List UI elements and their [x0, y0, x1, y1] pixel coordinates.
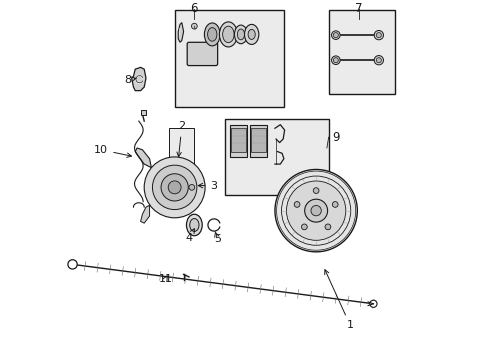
- Circle shape: [68, 260, 77, 269]
- Text: 10: 10: [94, 145, 131, 157]
- Circle shape: [286, 181, 345, 240]
- Circle shape: [301, 224, 306, 230]
- Circle shape: [294, 202, 299, 207]
- Circle shape: [274, 170, 357, 252]
- Polygon shape: [131, 67, 146, 91]
- Bar: [249, 125, 266, 157]
- Text: 11: 11: [159, 274, 172, 284]
- Circle shape: [310, 206, 321, 216]
- Circle shape: [333, 58, 338, 63]
- Ellipse shape: [189, 219, 199, 231]
- Ellipse shape: [244, 24, 258, 44]
- Text: 2: 2: [177, 121, 185, 157]
- Bar: [174, 10, 284, 107]
- Text: 8: 8: [124, 75, 136, 85]
- Text: 3: 3: [198, 181, 217, 190]
- Ellipse shape: [222, 26, 234, 42]
- Circle shape: [325, 224, 330, 230]
- Circle shape: [161, 174, 188, 201]
- Circle shape: [332, 202, 337, 207]
- Polygon shape: [141, 205, 149, 223]
- Ellipse shape: [237, 29, 244, 40]
- Polygon shape: [135, 148, 151, 168]
- Text: 1: 1: [324, 270, 353, 330]
- Text: 7: 7: [355, 3, 362, 15]
- FancyBboxPatch shape: [187, 42, 217, 66]
- Bar: [224, 119, 328, 194]
- Circle shape: [313, 188, 318, 193]
- Text: 4: 4: [185, 229, 194, 243]
- Polygon shape: [178, 23, 183, 42]
- Circle shape: [168, 181, 181, 194]
- Bar: [141, 111, 146, 114]
- Circle shape: [376, 58, 381, 63]
- Circle shape: [376, 33, 381, 38]
- Circle shape: [373, 55, 383, 65]
- Circle shape: [331, 56, 340, 64]
- Circle shape: [333, 33, 338, 38]
- Bar: [169, 128, 194, 193]
- Bar: [250, 128, 265, 152]
- Ellipse shape: [234, 25, 247, 44]
- Circle shape: [188, 184, 194, 190]
- Circle shape: [331, 31, 340, 40]
- Circle shape: [191, 23, 197, 29]
- Text: 5: 5: [214, 231, 221, 244]
- Ellipse shape: [186, 214, 202, 236]
- Circle shape: [304, 199, 327, 222]
- Bar: [328, 10, 394, 94]
- Circle shape: [152, 165, 197, 210]
- Ellipse shape: [247, 30, 255, 40]
- Ellipse shape: [219, 22, 237, 47]
- Bar: [231, 128, 246, 152]
- Ellipse shape: [204, 23, 220, 46]
- Text: 9: 9: [331, 131, 339, 144]
- Circle shape: [373, 31, 383, 40]
- Polygon shape: [147, 164, 198, 208]
- Ellipse shape: [207, 28, 217, 41]
- Circle shape: [369, 300, 376, 307]
- Bar: [230, 125, 247, 157]
- Text: 6: 6: [190, 3, 198, 15]
- Circle shape: [144, 157, 204, 218]
